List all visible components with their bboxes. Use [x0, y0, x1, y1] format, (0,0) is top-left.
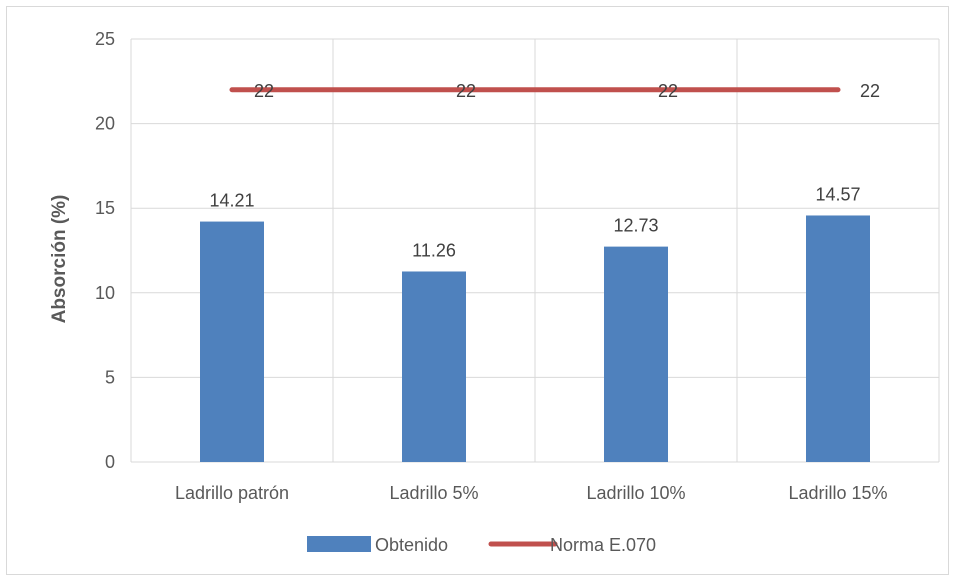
- legend-label-obtenido: Obtenido: [375, 535, 448, 555]
- y-tick-label: 5: [105, 367, 115, 387]
- legend-label-norma: Norma E.070: [550, 535, 656, 555]
- y-tick-label: 25: [95, 29, 115, 49]
- bar: [604, 246, 668, 462]
- line-value-label: 22: [658, 81, 678, 101]
- bar: [200, 221, 264, 462]
- x-axis-category-labels: Ladrillo patrón Ladrillo 5% Ladrillo 10% La…: [175, 483, 888, 503]
- legend-swatch-obtenido: [307, 536, 371, 552]
- line-data-labels: 22 22 22 22: [254, 81, 880, 101]
- bar-value-label: 14.21: [209, 191, 254, 211]
- line-value-label: 22: [456, 81, 476, 101]
- bar: [806, 215, 870, 462]
- bar-value-label: 14.57: [815, 184, 860, 204]
- bar-value-label: 11.26: [412, 240, 456, 260]
- y-axis-title: Absorción (%): [49, 195, 70, 324]
- line-value-label: 22: [254, 81, 274, 101]
- x-category-label: Ladrillo 5%: [389, 483, 478, 503]
- legend: Obtenido Norma E.070: [307, 535, 656, 555]
- y-axis-tick-labels: 0 5 10 15 20 25: [95, 29, 115, 472]
- gridlines: [130, 38, 940, 463]
- bar-value-label: 12.73: [613, 216, 658, 236]
- chart-frame: 0 5 10 15 20 25 14.21 11.26 12.73 14.57 22 22 22 22…: [6, 6, 949, 575]
- y-tick-label: 0: [105, 452, 115, 472]
- bar-data-labels: 14.21 11.26 12.73 14.57: [209, 184, 860, 260]
- line-value-label: 22: [860, 81, 880, 101]
- bar: [402, 271, 466, 462]
- x-category-label: Ladrillo 15%: [788, 483, 887, 503]
- y-tick-label: 10: [95, 283, 115, 303]
- bars-obtenido: [200, 215, 870, 462]
- y-tick-label: 20: [95, 114, 115, 134]
- x-category-label: Ladrillo patrón: [175, 483, 289, 503]
- y-tick-label: 15: [95, 198, 115, 218]
- x-category-label: Ladrillo 10%: [586, 483, 685, 503]
